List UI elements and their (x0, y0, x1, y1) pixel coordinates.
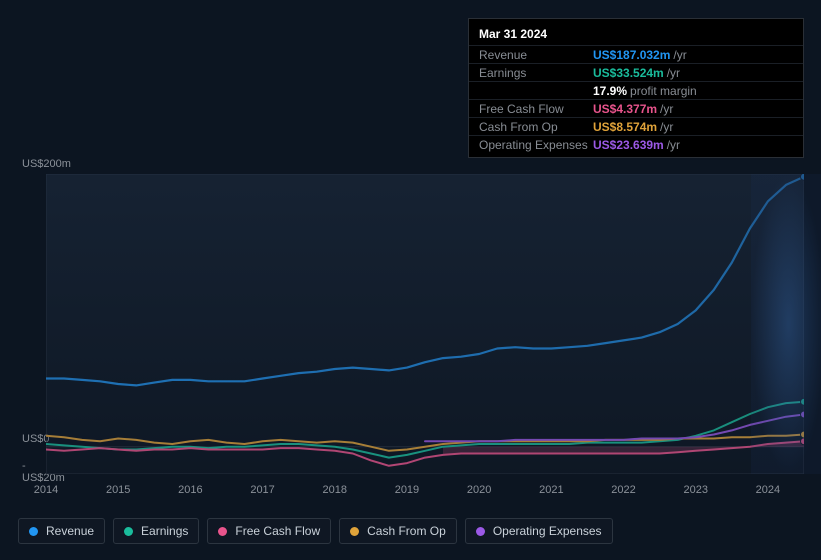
tooltip-row-value: US$187.032m/yr (593, 48, 687, 62)
legend: Revenue Earnings Free Cash Flow Cash From O… (18, 518, 613, 544)
tooltip-row-value: 17.9%profit margin (593, 84, 697, 98)
x-axis-tick: 2023 (683, 484, 707, 496)
legend-label: Cash From Op (367, 524, 446, 538)
x-axis: 2014201520162017201820192020202120222023… (46, 484, 804, 504)
legend-color-dot (476, 527, 485, 536)
tooltip-row-label: Operating Expenses (479, 138, 593, 152)
plot-area[interactable] (46, 174, 804, 474)
x-axis-tick: 2016 (178, 484, 202, 496)
x-axis-tick: 2021 (539, 484, 563, 496)
tooltip-row: Free Cash FlowUS$4.377m/yr (469, 99, 803, 117)
tooltip-row: RevenueUS$187.032m/yr (469, 45, 803, 63)
legend-item-operating-expenses[interactable]: Operating Expenses (465, 518, 613, 544)
tooltip-row: 17.9%profit margin (469, 81, 803, 99)
x-axis-tick: 2019 (395, 484, 419, 496)
legend-label: Revenue (46, 524, 94, 538)
legend-color-dot (29, 527, 38, 536)
tooltip-row-value: US$8.574m/yr (593, 120, 673, 134)
legend-item-free-cash-flow[interactable]: Free Cash Flow (207, 518, 331, 544)
legend-item-revenue[interactable]: Revenue (18, 518, 105, 544)
legend-label: Earnings (141, 524, 188, 538)
x-axis-tick: 2015 (106, 484, 130, 496)
tooltip-row: Cash From OpUS$8.574m/yr (469, 117, 803, 135)
x-axis-tick: 2024 (756, 484, 780, 496)
legend-color-dot (350, 527, 359, 536)
line-chart[interactable]: US$200m US$0 -US$20m 2014201520162017201… (18, 160, 804, 480)
tooltip-row-value: US$33.524m/yr (593, 66, 680, 80)
tooltip-date: Mar 31 2024 (469, 25, 803, 45)
legend-item-earnings[interactable]: Earnings (113, 518, 199, 544)
tooltip-row: Operating ExpensesUS$23.639m/yr (469, 135, 803, 153)
tooltip-row-label: Free Cash Flow (479, 102, 593, 116)
tooltip-row-value: US$23.639m/yr (593, 138, 680, 152)
tooltip-row-label (479, 84, 593, 98)
legend-label: Free Cash Flow (235, 524, 320, 538)
tooltip-row-label: Earnings (479, 66, 593, 80)
plot-background (46, 174, 804, 474)
tooltip-row-label: Revenue (479, 48, 593, 62)
hover-tooltip: Mar 31 2024 RevenueUS$187.032m/yrEarning… (468, 18, 804, 158)
legend-item-cash-from-op[interactable]: Cash From Op (339, 518, 457, 544)
legend-color-dot (218, 527, 227, 536)
x-axis-tick: 2018 (323, 484, 347, 496)
cursor-highlight-band (751, 174, 821, 474)
x-axis-tick: 2014 (34, 484, 58, 496)
x-axis-tick: 2022 (611, 484, 635, 496)
legend-label: Operating Expenses (493, 524, 602, 538)
x-axis-tick: 2020 (467, 484, 491, 496)
legend-color-dot (124, 527, 133, 536)
x-axis-tick: 2017 (250, 484, 274, 496)
tooltip-row-value: US$4.377m/yr (593, 102, 673, 116)
chart-container: Mar 31 2024 RevenueUS$187.032m/yrEarning… (0, 0, 821, 560)
tooltip-row-label: Cash From Op (479, 120, 593, 134)
tooltip-row: EarningsUS$33.524m/yr (469, 63, 803, 81)
